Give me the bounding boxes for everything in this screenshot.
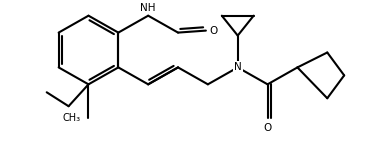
Text: O: O (210, 26, 218, 36)
Text: N: N (234, 62, 242, 72)
Text: CH₃: CH₃ (62, 113, 80, 123)
Text: NH: NH (141, 3, 156, 13)
Text: O: O (263, 123, 272, 133)
